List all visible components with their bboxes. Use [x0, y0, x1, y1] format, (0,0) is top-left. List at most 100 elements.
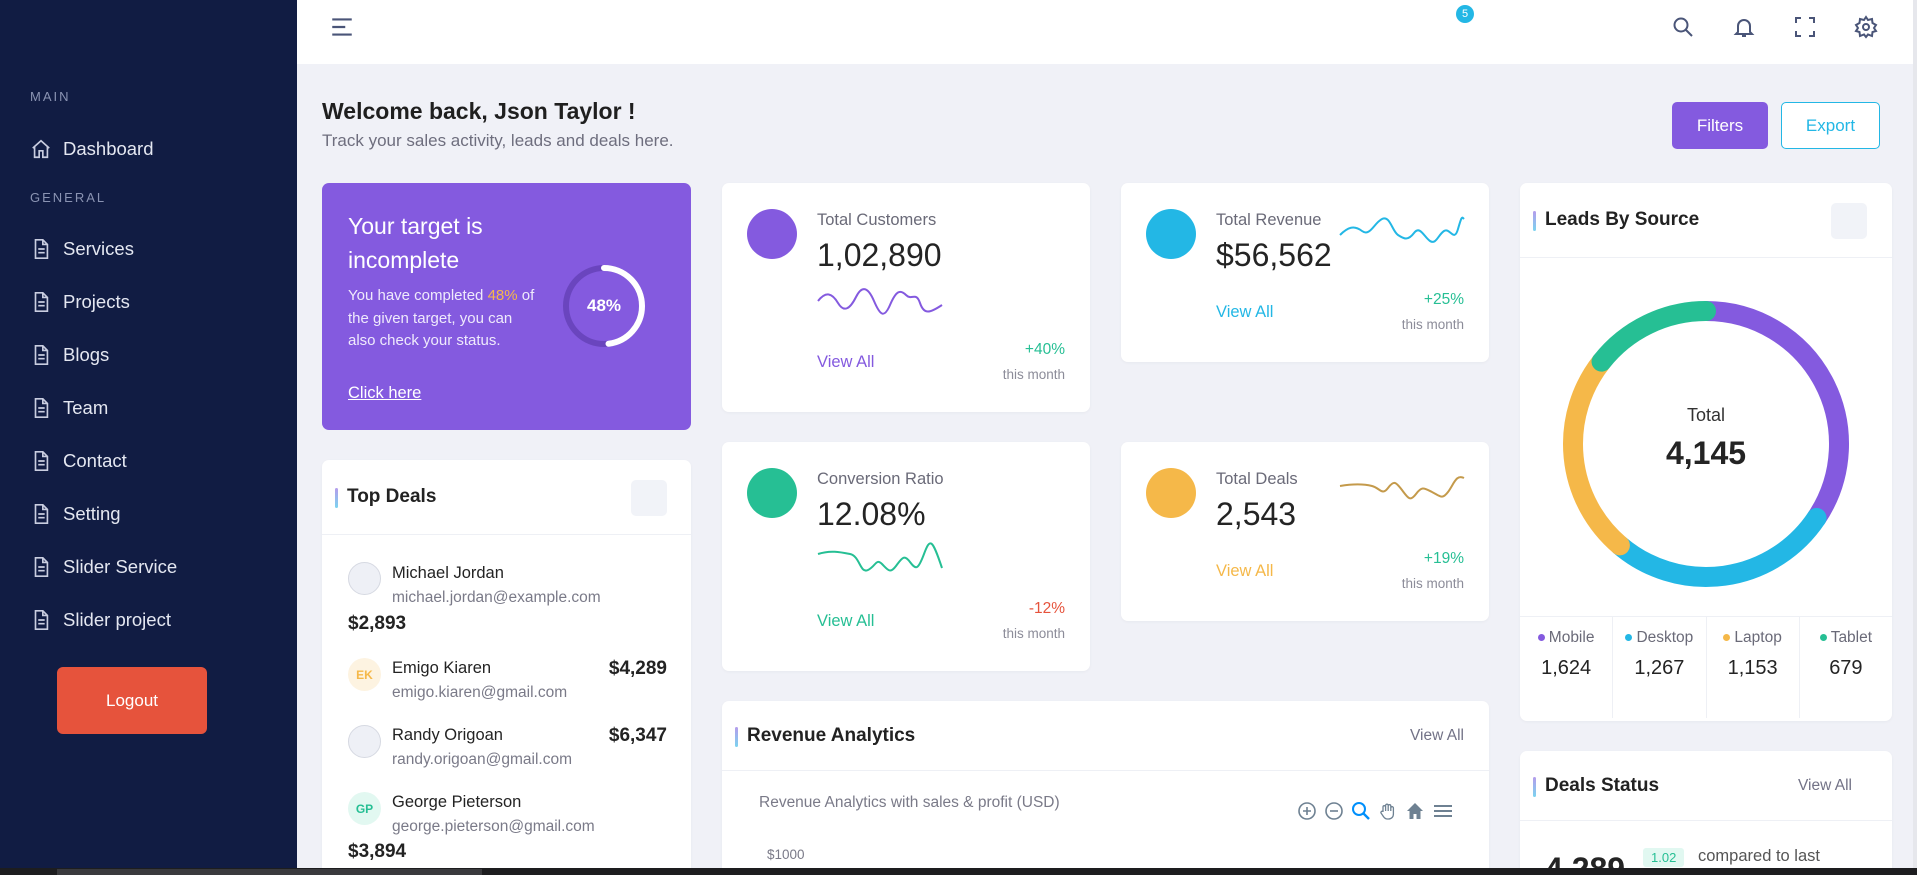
stat-change: -12%	[1028, 600, 1065, 617]
revenue-analytics-card: Revenue Analytics View All Revenue Analy…	[722, 701, 1489, 875]
target-text-after: of the given target, you can also check …	[348, 287, 535, 349]
sidebar-item-team[interactable]: Team	[30, 393, 108, 423]
conversion-sparkline	[817, 542, 943, 572]
zoom-select-icon[interactable]	[1351, 801, 1371, 821]
leads-menu-button[interactable]	[1831, 203, 1867, 239]
logout-button[interactable]: Logout	[57, 667, 207, 734]
stat-label: Total Revenue	[1216, 211, 1322, 229]
legend-label: Mobile	[1520, 629, 1612, 647]
sidebar-item-projects[interactable]: Projects	[30, 287, 130, 317]
deals-status-pill: 1.02	[1643, 848, 1685, 867]
target-text-before: You have completed	[348, 287, 488, 304]
deal-name: George Pieterson	[392, 793, 522, 811]
target-progress-ring: 48%	[563, 265, 645, 347]
deal-email: randy.origoan@gmail.com	[392, 751, 572, 768]
legend-desktop: Desktop 1,267	[1613, 617, 1707, 718]
sidebar-item-label: Dashboard	[63, 138, 154, 159]
legend-label: Tablet	[1800, 629, 1892, 647]
stat-period: this month	[1002, 367, 1065, 382]
donut-slice-tablet	[1591, 301, 1716, 372]
legend-tablet: Tablet 679	[1800, 617, 1892, 718]
file-icon	[34, 345, 49, 365]
target-card: Your target is incomplete You have compl…	[322, 183, 691, 430]
deals-status-header: Deals Status View All	[1520, 751, 1892, 821]
leads-total-value: 4,145	[1665, 435, 1747, 471]
fullscreen-icon[interactable]	[1790, 12, 1820, 42]
export-button[interactable]: Export	[1781, 102, 1880, 149]
deals-view-all-link[interactable]: View All	[1216, 562, 1274, 580]
avatar: EK	[348, 658, 381, 691]
deals-status-view-all-link[interactable]: View All	[1798, 777, 1852, 794]
leads-by-source-card: Leads By Source Total 4,145 Mobile 1,624…	[1520, 183, 1892, 721]
menu-icon[interactable]	[327, 12, 357, 42]
file-icon	[34, 610, 49, 630]
stat-period: this month	[1401, 576, 1464, 591]
sidebar-item-label: Contact	[63, 450, 127, 471]
revenue-chart-subtitle: Revenue Analytics with sales & profit (U…	[759, 794, 1060, 811]
revenue-sparkline	[1339, 216, 1465, 243]
sidebar-item-blogs[interactable]: Blogs	[30, 340, 109, 370]
legend-label: Laptop	[1707, 629, 1799, 647]
top-deals-header: Top Deals	[322, 460, 691, 535]
deal-amount: $2,893	[348, 613, 407, 634]
scrollbar-thumb[interactable]	[57, 869, 482, 875]
customers-icon	[747, 209, 797, 259]
chart-menu-icon[interactable]	[1432, 801, 1454, 821]
chart-toolbar	[1297, 801, 1454, 821]
legend-dot	[1723, 634, 1731, 642]
revenue-view-all-link[interactable]: View All	[1410, 727, 1464, 744]
sidebar-item-setting[interactable]: Setting	[30, 499, 121, 529]
stat-change: +19%	[1423, 550, 1464, 567]
stat-card-conversion: Conversion Ratio 12.08% View All -12% th…	[722, 442, 1090, 671]
legend-name: Laptop	[1734, 629, 1782, 646]
file-icon	[34, 451, 49, 471]
leads-donut-chart	[1563, 301, 1849, 587]
legend-dot	[1819, 634, 1827, 642]
stat-value: 12.08%	[817, 496, 926, 532]
revenue-view-all-link[interactable]: View All	[1216, 303, 1274, 321]
deals-icon	[1146, 468, 1196, 518]
revenue-icon	[1146, 209, 1196, 259]
deals-sparkline	[1339, 476, 1465, 500]
deals-status-compare-text: compared to last	[1698, 847, 1820, 865]
deal-amount: $4,289	[608, 658, 667, 679]
horizontal-scrollbar[interactable]	[0, 868, 1917, 875]
top-deals-card: Top Deals Michael Jordan michael.jordan@…	[322, 460, 691, 875]
filters-button[interactable]: Filters	[1672, 102, 1768, 149]
revenue-analytics-title: Revenue Analytics	[734, 725, 916, 747]
revenue-analytics-header: Revenue Analytics View All	[722, 701, 1489, 771]
sidebar-item-dashboard[interactable]: Dashboard	[30, 134, 154, 164]
gear-icon[interactable]	[1851, 12, 1881, 42]
conversion-view-all-link[interactable]: View All	[817, 612, 875, 630]
sidebar-item-slider-service[interactable]: Slider Service	[30, 552, 177, 582]
legend-dot	[1625, 634, 1633, 642]
file-icon	[34, 398, 49, 418]
target-title: Your target is incomplete	[348, 213, 483, 273]
vertical-scrollbar[interactable]	[1913, 0, 1917, 875]
donut-slice-mobile	[1696, 301, 1849, 528]
sidebar: MAIN Dashboard GENERAL Services Projects…	[0, 0, 297, 875]
top-deals-menu-button[interactable]	[631, 480, 667, 516]
deal-name: Randy Origoan	[392, 726, 503, 744]
search-icon[interactable]	[1668, 12, 1698, 42]
donut-slice-desktop	[1609, 507, 1827, 587]
stat-card-revenue: Total Revenue $56,562 View All +25% this…	[1121, 183, 1489, 362]
sidebar-item-label: Setting	[63, 503, 121, 524]
leads-total-label: Total	[1686, 405, 1726, 425]
bell-icon[interactable]	[1729, 12, 1759, 42]
zoom-out-icon[interactable]	[1324, 801, 1344, 821]
sidebar-item-slider-project[interactable]: Slider project	[30, 605, 171, 635]
stat-value: 2,543	[1216, 496, 1297, 532]
sidebar-category-general: GENERAL	[30, 190, 107, 205]
file-icon	[34, 557, 49, 577]
reset-home-icon[interactable]	[1405, 801, 1425, 821]
stat-value: $56,562	[1216, 237, 1332, 273]
pan-icon[interactable]	[1378, 801, 1398, 821]
click-here-link[interactable]: Click here	[348, 384, 422, 402]
target-ring-label: 48%	[587, 296, 621, 315]
sidebar-item-contact[interactable]: Contact	[30, 446, 127, 476]
sidebar-item-services[interactable]: Services	[30, 234, 134, 264]
zoom-in-icon[interactable]	[1297, 801, 1317, 821]
top-header	[297, 0, 1913, 64]
customers-view-all-link[interactable]: View All	[817, 353, 875, 371]
